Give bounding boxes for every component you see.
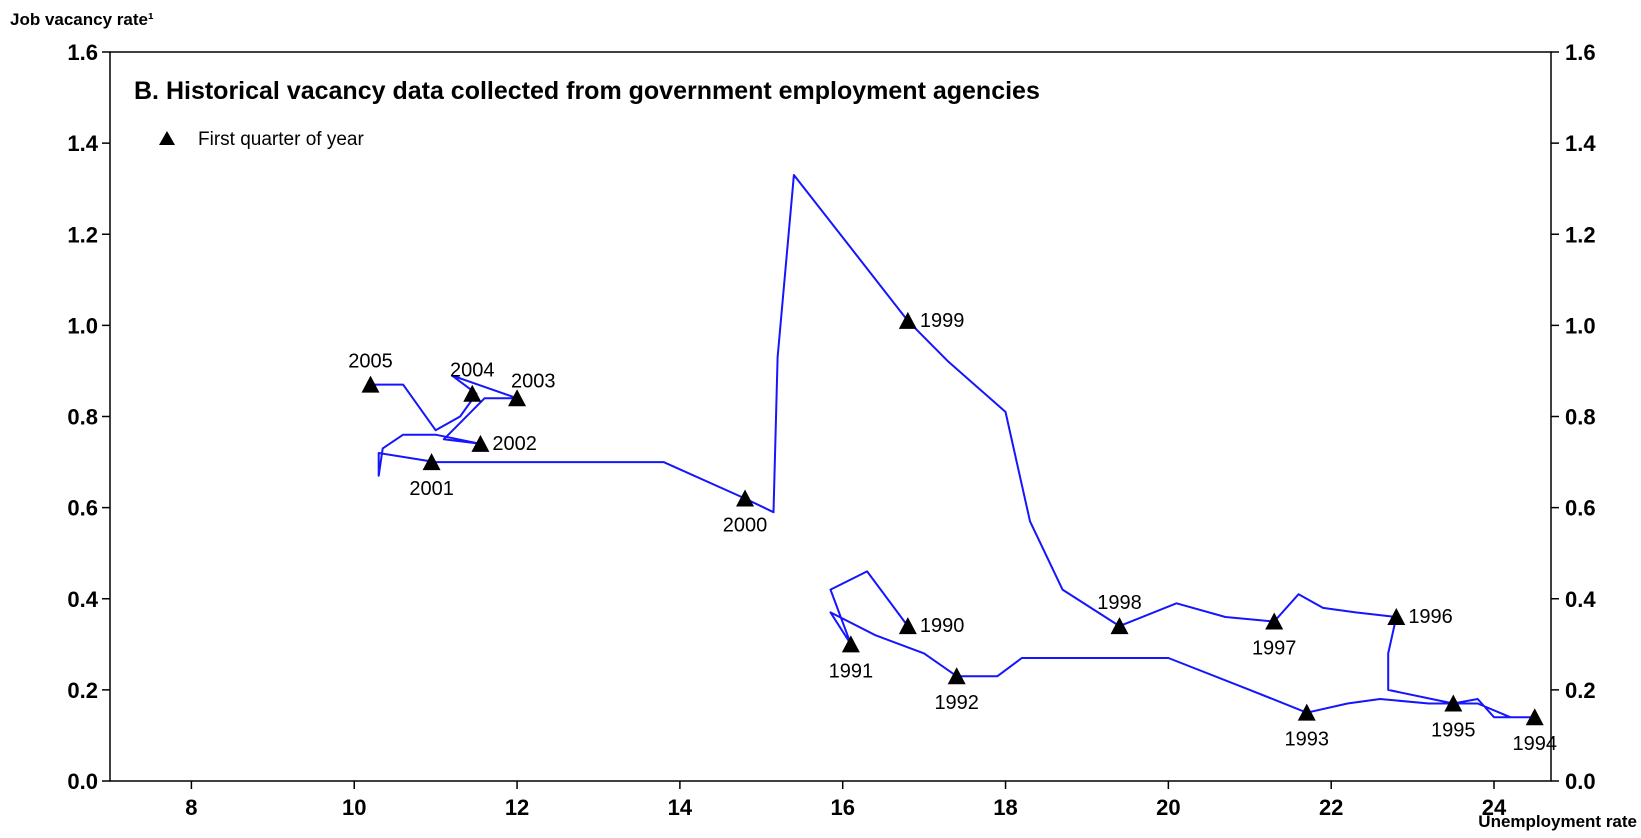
marker-label-2005: 2005 [348,351,393,373]
marker-label-1994: 1994 [1512,733,1557,755]
marker-1992 [947,667,966,685]
marker-1997 [1265,612,1284,630]
y-tick-label-right: 1.0 [1565,313,1596,338]
y-tick-label-right: 1.4 [1565,131,1596,156]
marker-label-1993: 1993 [1285,729,1330,751]
y-tick-label-right: 0.0 [1565,769,1596,794]
series-line [370,174,1536,719]
marker-1993 [1297,703,1316,721]
chart-title: B. Historical vacancy data collected fro… [134,77,1040,105]
x-tick-label: 10 [342,795,366,820]
axis-ticks: 8 10 12 14 16 18 20 22 24 0.0 0.0 0.2 0.2 0.4 0.4 0.6 0.… [67,40,1596,820]
y-tick-label-left: 0.0 [67,769,98,794]
marker-1995 [1444,694,1463,712]
legend-marker-triangle [159,131,175,145]
series-layer [370,174,1536,719]
marker-2001 [422,453,441,471]
y-tick-label-left: 1.4 [67,131,98,156]
y-tick-label-left: 0.2 [67,678,98,703]
y-tick-label-right: 0.2 [1565,678,1596,703]
y-tick-label-right: 0.6 [1565,496,1596,521]
x-tick-label: 8 [185,795,197,820]
marker-2003 [508,389,527,407]
x-tick-label: 24 [1482,795,1507,820]
marker-label-1990: 1990 [920,615,965,637]
y-tick-label-left: 1.6 [67,40,98,65]
x-tick-label: 14 [668,795,693,820]
marker-label-1998: 1998 [1097,592,1142,614]
y-tick-label-left: 1.0 [67,313,98,338]
y-axis-label: Job vacancy rate¹ [10,10,154,29]
y-tick-label-right: 0.4 [1565,587,1596,612]
marker-1999 [898,311,917,329]
legend-label: First quarter of year [198,129,364,150]
marker-1998 [1110,617,1129,635]
y-tick-label-left: 0.4 [67,587,98,612]
y-tick-label-right: 1.2 [1565,222,1596,247]
y-tick-label-right: 0.8 [1565,405,1596,430]
marker-1994 [1525,708,1544,726]
marker-label-1991: 1991 [829,660,874,682]
marker-label-2004: 2004 [450,360,495,382]
marker-1996 [1387,607,1406,625]
y-tick-label-left: 1.2 [67,222,98,247]
y-tick-label-right: 1.6 [1565,40,1596,65]
legend: First quarter of year [159,129,364,150]
marker-label-1997: 1997 [1252,638,1297,660]
y-tick-label-left: 0.8 [67,405,98,430]
marker-label-2001: 2001 [409,478,454,500]
marker-label-2002: 2002 [492,433,536,455]
y-tick-label-left: 0.6 [67,496,98,521]
marker-1990 [898,617,917,635]
marker-2005 [361,375,380,393]
marker-2000 [736,489,755,507]
marker-label-1999: 1999 [920,310,965,332]
x-tick-label: 22 [1319,795,1343,820]
x-axis-label: Unemployment rate [1478,812,1637,831]
marker-2004 [463,384,482,402]
x-tick-label: 20 [1156,795,1180,820]
marker-label-1992: 1992 [934,692,979,714]
marker-label-2000: 2000 [723,515,768,537]
markers-layer: 1990 1991 1992 1993 1994 1995 1996 1997 1998 1999… [348,310,1557,755]
x-tick-label: 12 [505,795,529,820]
x-tick-label: 16 [830,795,854,820]
marker-1991 [841,635,860,653]
marker-label-1996: 1996 [1408,606,1453,628]
marker-label-2003: 2003 [511,370,556,392]
marker-label-1995: 1995 [1431,720,1476,742]
x-tick-label: 18 [993,795,1017,820]
marker-2002 [471,434,490,452]
